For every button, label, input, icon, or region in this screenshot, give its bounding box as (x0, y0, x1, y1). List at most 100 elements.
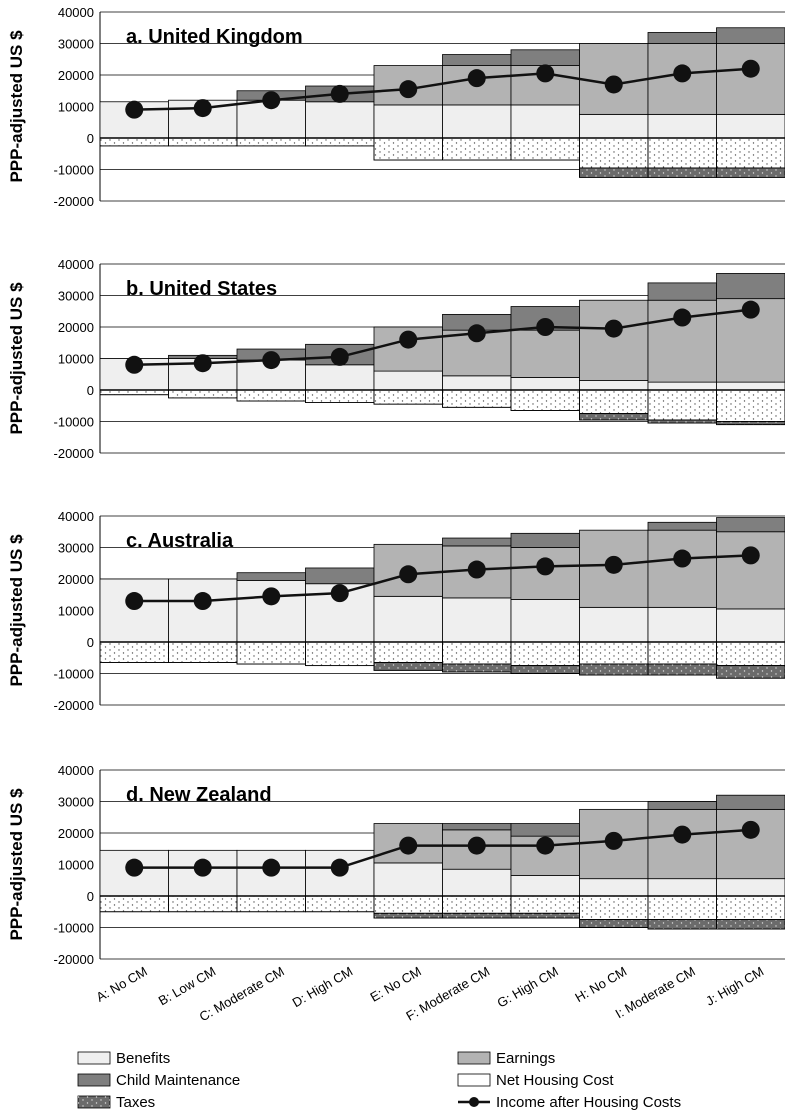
bar-net-housing-pattern (305, 389, 375, 404)
bar-earnings (579, 299, 649, 381)
y-tick-label: 0 (87, 889, 94, 904)
bar-net-housing-pattern (99, 137, 169, 147)
income-point (193, 858, 212, 877)
income-point (673, 64, 692, 83)
bar-net-housing-pattern (168, 895, 238, 913)
bar-taxes-pattern (647, 919, 717, 930)
y-tick-label: 30000 (58, 795, 94, 810)
y-axis-label: PPP-adjusted US $ (7, 534, 26, 687)
legend-item-income: Income after Housing Costs (458, 1094, 681, 1111)
y-tick-label: 20000 (58, 68, 94, 83)
legend-label: Net Housing Cost (496, 1072, 614, 1089)
legend-swatch-pattern (78, 1096, 110, 1108)
bar-child-maintenance (236, 572, 306, 581)
income-point (399, 565, 418, 584)
bar-net-housing-pattern (168, 641, 238, 663)
income-point (330, 584, 349, 603)
chart-panels: PPP-adjusted US $ 40000 30000 20000 10000 0 -1… (7, 5, 785, 967)
income-point (741, 300, 760, 319)
bar-net-housing-pattern (305, 137, 375, 147)
bar-taxes-pattern (647, 663, 717, 676)
y-tick-label: 20000 (58, 572, 94, 587)
bar-child-maintenance (716, 27, 785, 44)
income-point (536, 64, 555, 83)
legend-swatch (77, 1051, 111, 1065)
bar-net-housing-pattern (579, 137, 649, 169)
bar-child-maintenance (716, 273, 785, 300)
legend-swatch (457, 1073, 491, 1087)
y-tick-label: 40000 (58, 763, 94, 778)
y-tick-label: -10000 (54, 163, 94, 178)
bar-net-housing-pattern (236, 137, 306, 147)
income-point (262, 91, 281, 110)
bar-benefits (442, 375, 512, 391)
bar-net-housing-pattern (442, 389, 512, 408)
bar-taxes-pattern (579, 663, 649, 676)
legend-swatch (77, 1073, 111, 1087)
income-point (604, 75, 623, 94)
bar-taxes-pattern (716, 167, 785, 178)
bar-earnings (647, 529, 717, 608)
income-point (604, 555, 623, 574)
income-line (134, 828, 751, 869)
income-point (330, 84, 349, 103)
bar-benefits (647, 381, 717, 391)
bar-net-housing-pattern (373, 137, 443, 161)
income-point (467, 69, 486, 88)
legend-item-child_maintenance: Child Maintenance (77, 1072, 240, 1089)
income-point (467, 560, 486, 579)
bar-net-housing-pattern (168, 389, 238, 399)
bar-taxes-pattern (716, 919, 785, 930)
income-point (193, 99, 212, 118)
income-point (125, 100, 144, 119)
income-point (673, 825, 692, 844)
bar-benefits (442, 104, 512, 139)
bar-benefits (510, 104, 580, 139)
bar-benefits (373, 370, 443, 391)
bar-net-housing-pattern (236, 895, 306, 913)
bar-child-maintenance (510, 49, 580, 66)
y-axis-label: PPP-adjusted US $ (7, 282, 26, 435)
y-tick-label: 10000 (58, 100, 94, 115)
bar-benefits (716, 113, 785, 139)
bar-net-housing-pattern (236, 641, 306, 665)
bar-net-housing-pattern (442, 137, 512, 161)
bar-child-maintenance (716, 517, 785, 533)
bar-benefits (305, 101, 375, 139)
bar-earnings (647, 808, 717, 880)
bar-taxes-pattern (579, 919, 649, 928)
bar-net-housing-pattern (716, 641, 785, 667)
income-point (262, 351, 281, 370)
bar-taxes-pattern (442, 663, 512, 673)
bar-taxes-pattern (579, 167, 649, 178)
bar-taxes-pattern (510, 912, 580, 919)
bar-taxes-pattern (373, 912, 443, 919)
bar-taxes-pattern (442, 912, 512, 919)
income-point (125, 355, 144, 374)
bar-benefits (579, 878, 649, 897)
bar-net-housing-pattern (510, 641, 580, 667)
bar-child-maintenance (510, 532, 580, 548)
bar-taxes-pattern (647, 419, 717, 424)
income-point (467, 836, 486, 855)
bar-benefits (579, 113, 649, 139)
panel-title: d. New Zealand (126, 784, 272, 806)
bar-child-maintenance (647, 32, 717, 44)
y-axis-label: PPP-adjusted US $ (7, 30, 26, 183)
income-point (399, 80, 418, 99)
income-point (741, 820, 760, 839)
income-point (467, 324, 486, 343)
income-point (604, 319, 623, 338)
income-point (536, 557, 555, 576)
income-point (330, 347, 349, 366)
bar-benefits (373, 595, 443, 643)
income-point (536, 318, 555, 336)
income-point (673, 549, 692, 568)
bar-net-housing-pattern (510, 895, 580, 914)
income-point (604, 831, 623, 850)
bar-benefits (442, 597, 512, 643)
bar-child-maintenance (442, 537, 512, 547)
panel-1: PPP-adjusted US $ 40000 30000 20000 10000 0 -1… (7, 257, 785, 461)
y-tick-label: 30000 (58, 541, 94, 556)
